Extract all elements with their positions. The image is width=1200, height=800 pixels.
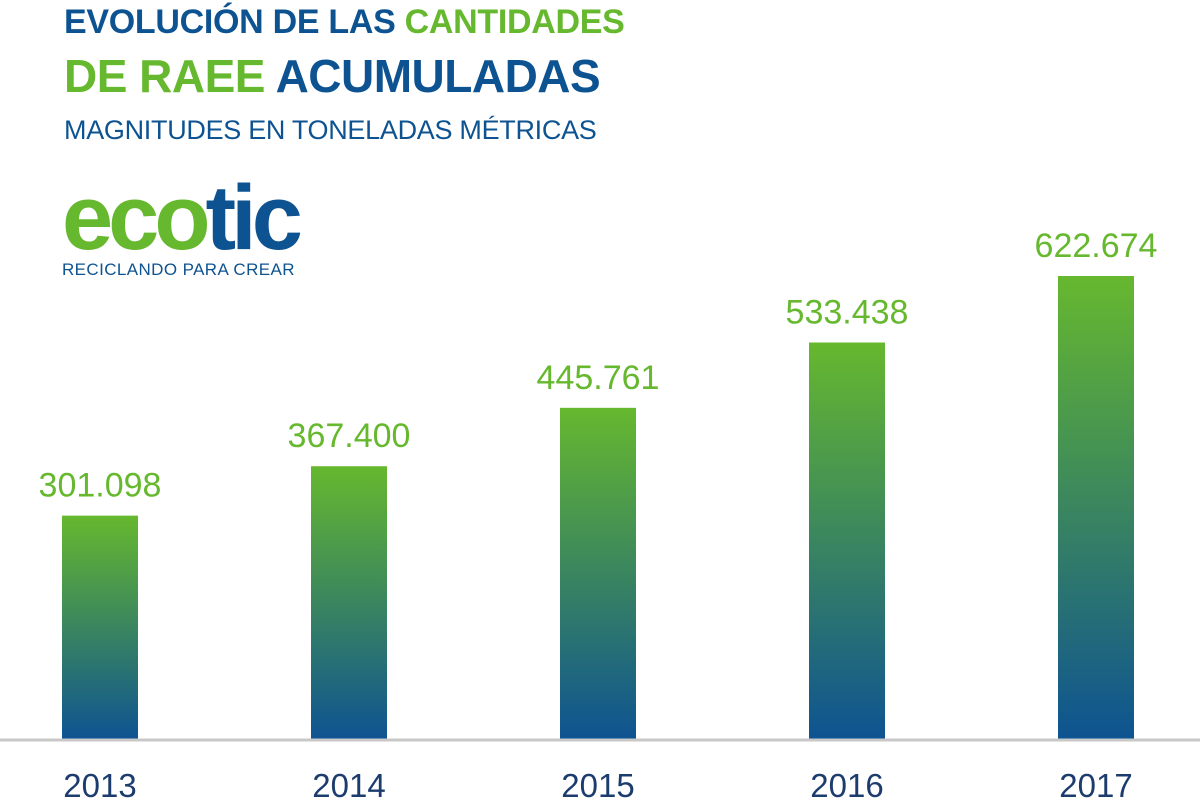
bar-2016 (809, 342, 885, 740)
value-label-2013: 301.098 (39, 467, 162, 505)
title-text-blue-2: ACUMULADAS (275, 50, 601, 102)
value-label-2014: 367.400 (288, 417, 411, 455)
title-line-2: DE RAEE ACUMULADAS (64, 50, 625, 102)
x-tick-label-2017: 2017 (1059, 767, 1132, 800)
value-label-2015: 445.761 (537, 359, 660, 397)
x-tick-label-2015: 2015 (561, 767, 634, 800)
chart-title: EVOLUCIÓN DE LAS CANTIDADES DE RAEE ACUM… (64, 2, 625, 146)
logo-tic: tic (205, 167, 303, 269)
x-tick-label-2013: 2013 (63, 767, 136, 800)
logo-tagline: RECICLANDO PARA CREAR (62, 260, 295, 279)
logo-wordmark: ecotic (62, 172, 303, 264)
bar-2015 (560, 407, 636, 740)
chart-subtitle: MAGNITUDES EN TONELADAS MÉTRICAS (64, 115, 597, 145)
ecotic-logo: ecotic RECICLANDO PARA CREAR (62, 172, 303, 280)
x-tick-label-2014: 2014 (312, 767, 385, 800)
value-label-2017: 622.674 (1035, 227, 1158, 265)
value-label-2016: 533.438 (786, 293, 909, 331)
title-text-blue: EVOLUCIÓN DE LAS (64, 3, 396, 41)
x-tick-label-2016: 2016 (810, 767, 883, 800)
title-text-green: CANTIDADES (404, 3, 625, 41)
bar-2013 (62, 515, 138, 740)
title-text-green-2: DE RAEE (64, 50, 265, 102)
logo-eco: eco (62, 167, 211, 269)
bar-2017 (1058, 276, 1134, 740)
bar-2014 (311, 466, 387, 740)
title-line-1: EVOLUCIÓN DE LAS CANTIDADES (64, 2, 625, 42)
